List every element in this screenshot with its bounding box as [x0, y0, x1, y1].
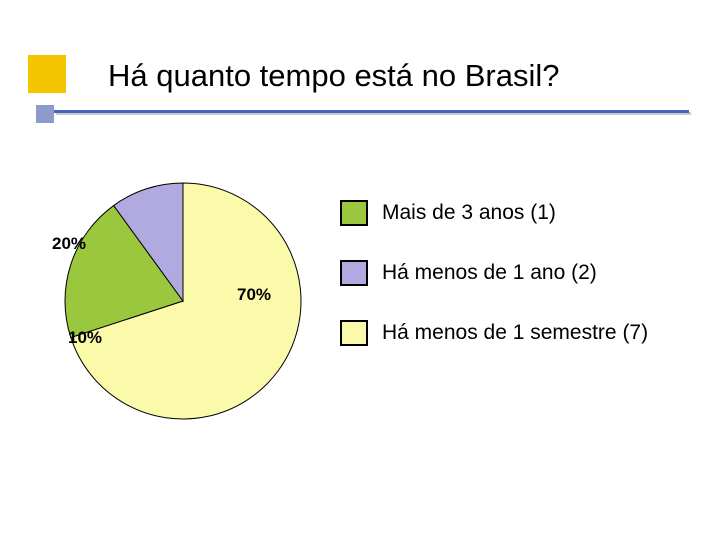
title-rule	[54, 110, 689, 113]
legend-label: Mais de 3 anos (1)	[382, 201, 556, 225]
legend-swatch	[340, 320, 368, 346]
legend-label: Há menos de 1 ano (2)	[382, 261, 597, 285]
title-bullet-outer	[28, 55, 66, 93]
legend-item: Mais de 3 anos (1)	[340, 200, 700, 226]
pie-chart: 70%20%10%	[62, 180, 304, 422]
pie-label-s20: 20%	[52, 234, 86, 254]
title-bullet-inner	[36, 105, 54, 123]
legend-item: Há menos de 1 ano (2)	[340, 260, 700, 286]
pie-label-s70: 70%	[237, 285, 271, 305]
slide: Há quanto tempo está no Brasil? 70%20%10…	[0, 0, 720, 540]
legend-swatch	[340, 260, 368, 286]
slide-title: Há quanto tempo está no Brasil?	[108, 58, 560, 94]
legend-label: Há menos de 1 semestre (7)	[382, 321, 648, 345]
legend-item: Há menos de 1 semestre (7)	[340, 320, 700, 346]
legend: Mais de 3 anos (1) Há menos de 1 ano (2) H…	[340, 200, 700, 380]
legend-swatch	[340, 200, 368, 226]
pie-label-s10: 10%	[68, 328, 102, 348]
